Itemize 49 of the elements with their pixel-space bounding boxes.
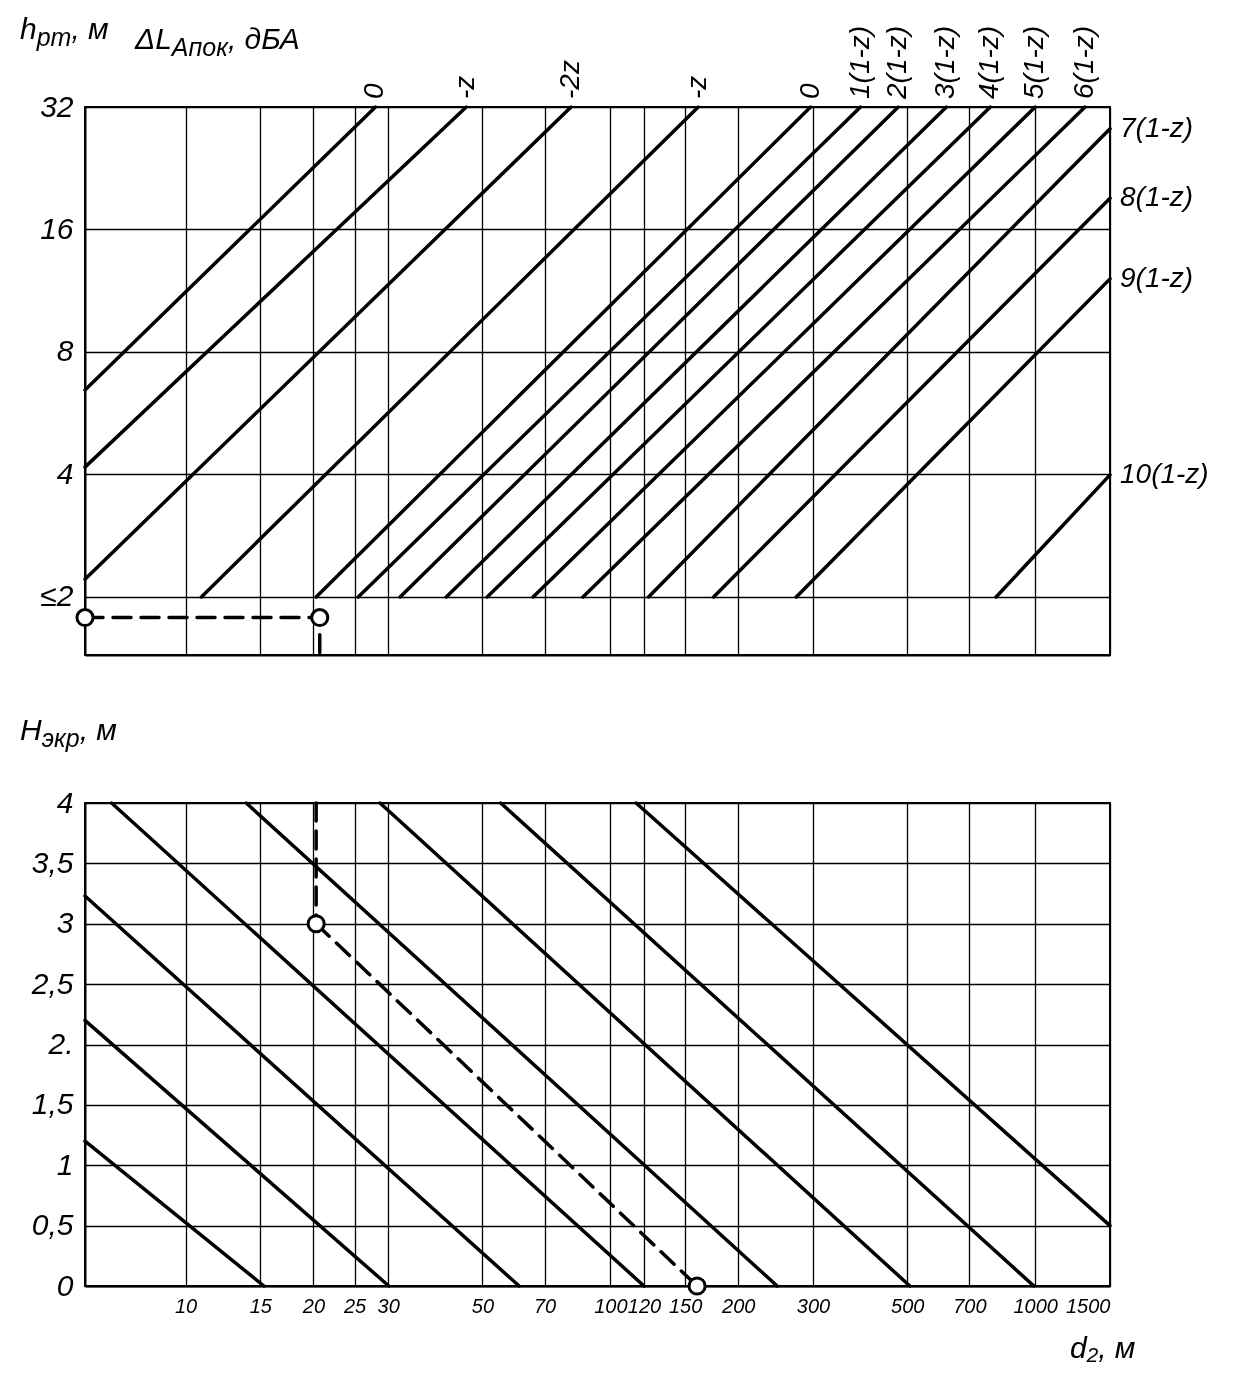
x-tick-label: 20 (301, 1294, 326, 1317)
x-tick-label: 50 (471, 1294, 495, 1317)
series-label: 7(1-z) (1120, 111, 1194, 143)
y-tick-label: 4 (56, 456, 74, 490)
text: -2z (554, 60, 586, 99)
x-tick-label: 25 (342, 1294, 368, 1317)
text: 5(1-z) (1018, 25, 1050, 99)
x-tick-label: 120 (627, 1294, 662, 1317)
x-tick-label: 10 (174, 1294, 198, 1317)
text: 6(1-z) (1068, 25, 1100, 99)
series-label: 8(1-z) (1120, 181, 1194, 213)
x-tick-label: 70 (533, 1294, 557, 1317)
y-tick-label: ≤2 (40, 579, 74, 613)
legend-title: ΔL$_{Aпок}$, дБА (135, 22, 300, 62)
x-tick-label: 15 (249, 1294, 273, 1317)
x-tick-label: 30 (377, 1294, 400, 1317)
series-label: 9(1-z) (1120, 261, 1194, 293)
y-tick-label: 0,5 (31, 1208, 74, 1242)
y-tick-label: 4 (56, 785, 74, 819)
text: 3(1-z) (929, 25, 961, 99)
y-tick-label: 16 (40, 211, 74, 245)
y-tick-label: 8 (56, 334, 74, 368)
x-tick-label: 1000 (1013, 1294, 1058, 1317)
y-axis-title: H$_{экр}$, м (20, 713, 117, 753)
y-tick-label: 32 (40, 89, 74, 123)
x-axis-title: d₂, м (1070, 1331, 1136, 1365)
y-tick-label: 1,5 (31, 1087, 74, 1121)
text: 0 (358, 83, 390, 99)
text: -z (681, 75, 713, 99)
y-tick-label: 2,5 (30, 966, 74, 1000)
x-tick-label: 700 (953, 1294, 987, 1317)
y-tick-label: 2. (47, 1027, 74, 1060)
x-tick-label: 1500 (1066, 1294, 1111, 1317)
x-tick-label: 500 (891, 1294, 925, 1317)
text: 1(1-z) (843, 25, 875, 99)
x-tick-label: 300 (796, 1294, 831, 1317)
y-axis-title: h$_{рт}$, м (20, 12, 109, 52)
text: -z (449, 75, 481, 99)
y-tick-label: 1 (56, 1147, 74, 1181)
x-tick-label: 150 (668, 1294, 703, 1317)
x-tick-label: 200 (721, 1294, 756, 1317)
text: 0 (793, 83, 825, 99)
y-tick-label: 3 (56, 906, 74, 940)
x-tick-label: 100 (594, 1294, 628, 1317)
y-tick-label: 3,5 (31, 845, 74, 879)
y-tick-label: 0 (56, 1268, 74, 1302)
text: 4(1-z) (973, 25, 1005, 99)
series-label: 10(1-z) (1120, 457, 1209, 489)
text: 2(1-z) (881, 25, 913, 100)
